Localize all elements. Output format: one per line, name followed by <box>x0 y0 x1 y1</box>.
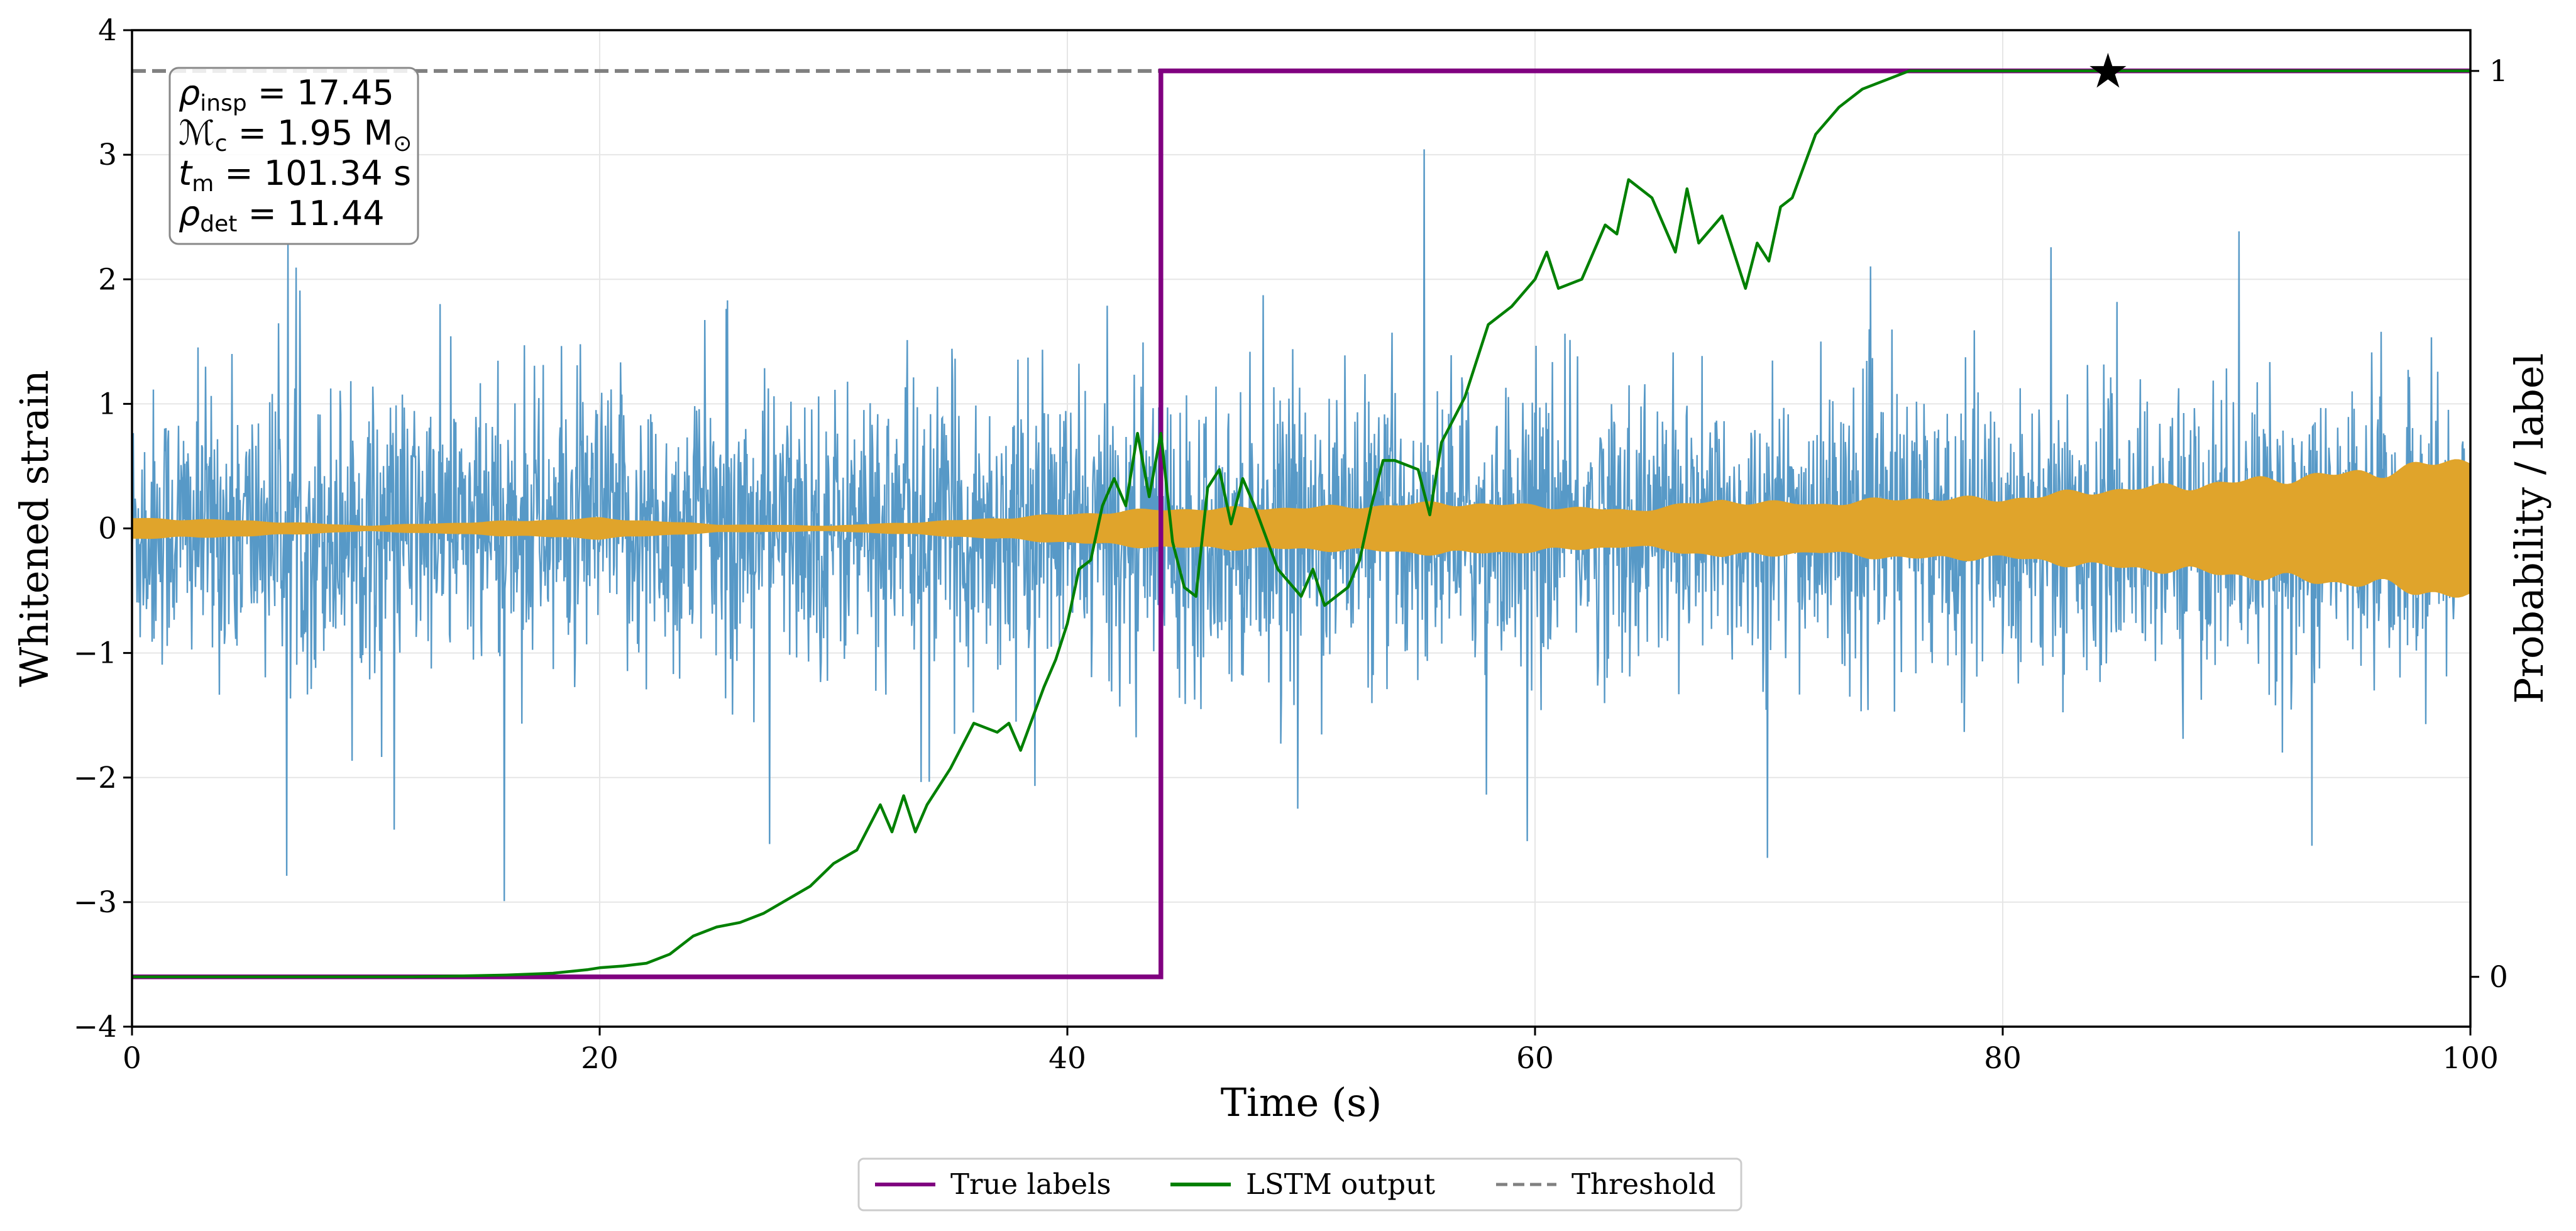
annotation-box-frame <box>168 67 419 245</box>
plot-data <box>132 69 2470 980</box>
y-tick-label: 1 <box>98 387 117 421</box>
x-tick-label: 0 <box>123 1041 141 1076</box>
y-tick-label: 4 <box>98 13 117 48</box>
signal-template-envelope <box>132 459 2470 598</box>
x-tick-label: 100 <box>2442 1041 2499 1076</box>
detection-star-marker: ★ <box>2086 43 2129 99</box>
probability-series <box>132 69 2470 980</box>
y-tick-label: −1 <box>74 636 117 671</box>
legend-label: True labels <box>950 1168 1111 1201</box>
true-labels-line <box>132 69 2470 980</box>
legend: True labels LSTM output Threshold <box>857 1157 1742 1212</box>
signal-template-series <box>132 459 2470 598</box>
y-tick-label: −3 <box>74 885 117 920</box>
x-tick-label: 20 <box>581 1041 619 1076</box>
x-tick-label: 80 <box>1984 1041 2022 1076</box>
annotation-line: ρinsp = 17.45 <box>179 73 394 116</box>
x-tick-label: 60 <box>1516 1041 1554 1076</box>
annotation-line: ρdet = 11.44 <box>179 194 385 237</box>
lstm-output-line <box>132 69 2470 979</box>
marker: ★ <box>2086 43 2129 99</box>
legend-label: LSTM output <box>1246 1168 1435 1201</box>
y-tick-label: −2 <box>74 761 117 795</box>
axis-ticks: 0 20 40 60 80 100 4 3 2 1 0 −1 −2 −3 −4 1 0 <box>74 13 2508 1076</box>
legend-label: Threshold <box>1571 1168 1716 1201</box>
x-tick-label: 40 <box>1049 1041 1086 1076</box>
y-tick-label: 0 <box>98 512 117 546</box>
y-tick-label: 3 <box>98 138 117 172</box>
annotation-line: tm = 101.34 s <box>179 153 411 197</box>
y-right-axis-label: Probability / label <box>2506 353 2552 704</box>
x-axis-label: Time (s) <box>1221 1079 1382 1125</box>
y-tick-label: 2 <box>98 262 117 297</box>
y-tick-label: −4 <box>74 1010 117 1044</box>
y-right-tick-label: 1 <box>2489 54 2508 89</box>
y-axis-label: Whitened strain <box>11 370 57 687</box>
annotation-line: ℳc = 1.95 M⊙ <box>179 113 412 157</box>
y-right-tick-label: 0 <box>2489 960 2508 995</box>
legend-frame <box>857 1157 1742 1212</box>
